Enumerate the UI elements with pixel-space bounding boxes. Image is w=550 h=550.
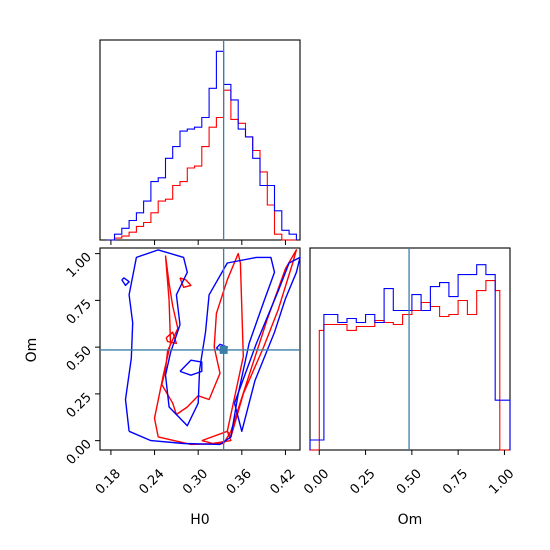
h0-tick-label-3: 0.36 xyxy=(224,466,255,497)
om-x-tick-label-1: 0.25 xyxy=(348,466,379,497)
contour-frame xyxy=(99,247,301,451)
om-y-tick-label-1: 0.25 xyxy=(64,390,95,421)
h0-histogram-frame xyxy=(99,39,301,241)
contour-red-1 xyxy=(201,430,232,445)
om-x-tick-label-0: 0.00 xyxy=(301,466,332,497)
contour-blue-7 xyxy=(179,359,203,376)
truth-marker xyxy=(219,345,228,354)
contour-blue-4 xyxy=(124,249,276,446)
x-axis-label-om: Om xyxy=(398,512,423,528)
h0-histogram-panel xyxy=(99,39,301,241)
om-y-tick-label-4: 1.00 xyxy=(64,250,95,281)
h0-tick-label-4: 0.42 xyxy=(267,466,298,497)
y-axis-label-om: Om xyxy=(24,338,40,363)
h0-tick-label-2: 0.30 xyxy=(180,466,211,497)
om-histogram-blue xyxy=(309,264,511,450)
h0-tick-label-0: 0.18 xyxy=(93,466,124,497)
om-y-tick-label-0: 0.00 xyxy=(64,437,95,468)
om-y-tick-label-3: 0.75 xyxy=(64,297,95,328)
h0-histogram-blue xyxy=(107,50,297,241)
om-histogram-frame xyxy=(309,247,511,451)
h0-histogram-red xyxy=(107,89,297,241)
om-x-tick-label-4: 1.00 xyxy=(486,466,517,497)
contour-blue-6 xyxy=(121,277,130,287)
om-y-tick-label-2: 0.50 xyxy=(64,343,95,374)
om-histogram-red xyxy=(310,280,510,451)
om-x-tick-label-2: 0.50 xyxy=(394,466,425,497)
contour-panel xyxy=(99,247,301,451)
om-histogram-panel xyxy=(309,247,511,451)
x-axis-label-h0: H0 xyxy=(190,512,209,528)
h0-tick-label-1: 0.24 xyxy=(137,466,168,497)
contour-blue-5 xyxy=(233,256,301,432)
om-x-tick-label-3: 0.75 xyxy=(440,466,471,497)
contour-red-3 xyxy=(165,331,178,345)
